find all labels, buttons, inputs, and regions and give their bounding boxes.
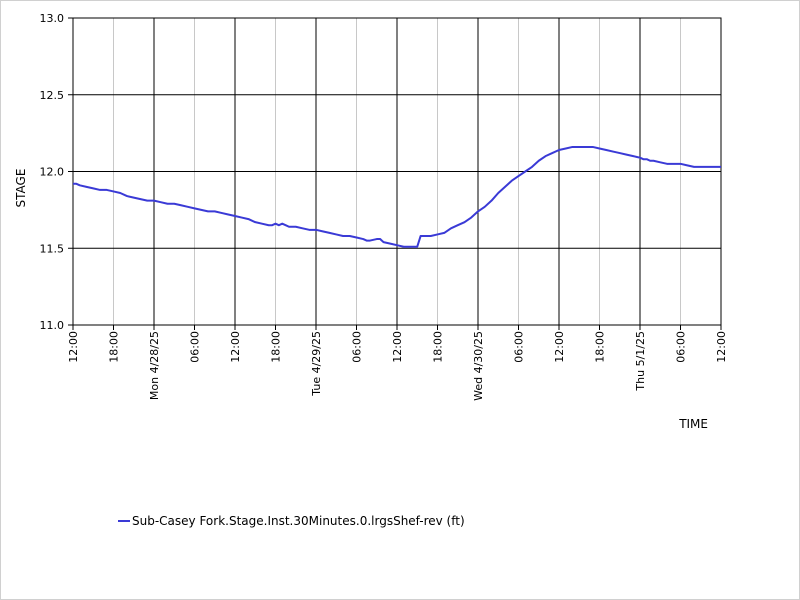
x-tick-label: 12:00 <box>715 331 728 363</box>
x-tick-label: 06:00 <box>351 331 364 363</box>
y-tick-label: 11.0 <box>40 319 65 332</box>
x-tick-label: 12:00 <box>553 331 566 363</box>
major-gridlines <box>73 18 721 325</box>
x-tick-label: 18:00 <box>594 331 607 363</box>
legend: Sub-Casey Fork.Stage.Inst.30Minutes.0.lr… <box>118 514 465 528</box>
x-tick-label: 18:00 <box>108 331 121 363</box>
x-tick-label: Tue 4/29/25 <box>310 331 323 397</box>
y-tick-label: 12.5 <box>40 89 65 102</box>
x-tick-label: 06:00 <box>189 331 202 363</box>
x-tick-label: 12:00 <box>391 331 404 363</box>
y-tick-label: 13.0 <box>40 12 65 25</box>
x-tick-label: 06:00 <box>513 331 526 363</box>
y-axis-title: STAGE <box>14 169 28 208</box>
x-tick-label: 18:00 <box>432 331 445 363</box>
x-axis-ticks: 12:00 18:00 Mon 4/28/25 06:00 12:00 18:00 Tue … <box>67 325 728 401</box>
x-tick-label: 12:00 <box>229 331 242 363</box>
x-tick-label: 06:00 <box>675 331 688 363</box>
series-layer <box>73 145 721 248</box>
series-line <box>73 145 721 248</box>
y-tick-label: 12.0 <box>40 166 65 179</box>
y-tick-label: 11.5 <box>40 242 65 255</box>
x-tick-label: 18:00 <box>270 331 283 363</box>
legend-label: Sub-Casey Fork.Stage.Inst.30Minutes.0.lr… <box>132 514 465 528</box>
x-axis-title: TIME <box>678 417 708 431</box>
x-tick-label: Thu 5/1/25 <box>634 331 647 392</box>
x-tick-label: Mon 4/28/25 <box>148 331 161 400</box>
x-tick-label: Wed 4/30/25 <box>472 331 485 401</box>
y-axis-ticks: 11.0 11.5 12.0 12.5 13.0 <box>40 12 73 332</box>
x-tick-label: 12:00 <box>67 331 80 363</box>
